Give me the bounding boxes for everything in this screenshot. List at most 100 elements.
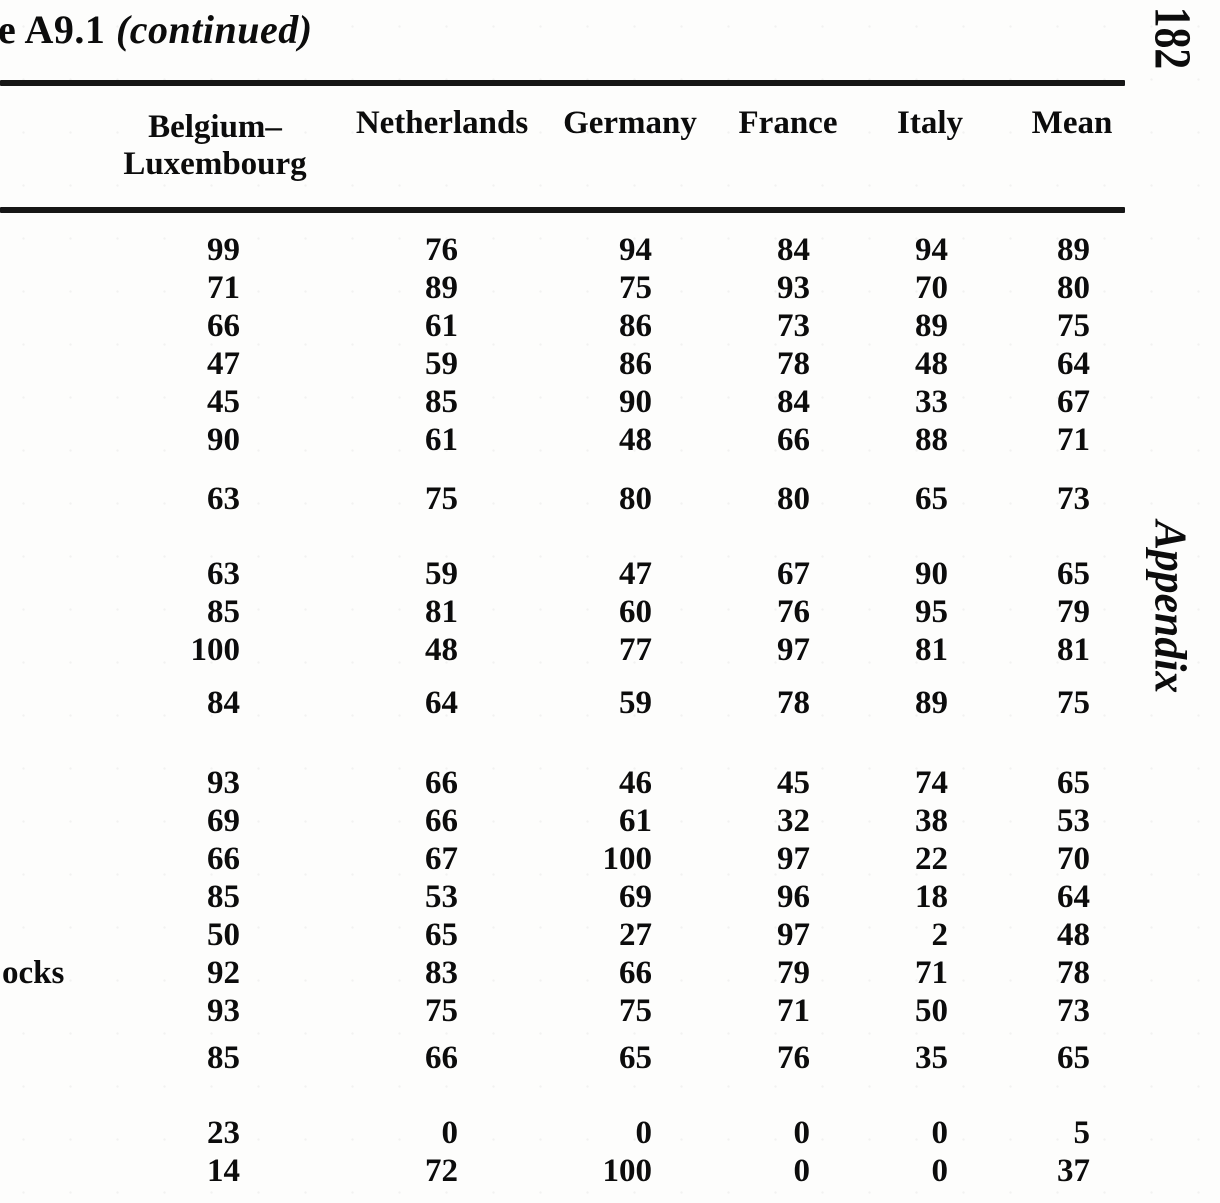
- table-cell: 97: [777, 917, 810, 953]
- table-cell: 61: [425, 422, 458, 458]
- table-cell: 89: [425, 270, 458, 306]
- table-row: 66 61 86 73 89 75: [0, 307, 1120, 345]
- table-cell: 88: [915, 422, 948, 458]
- table-cell: 90: [915, 556, 948, 592]
- table-row: 63 75 80 80 65 73: [0, 480, 1120, 518]
- table-cell: 48: [619, 422, 652, 458]
- table-cell: 64: [1057, 879, 1090, 915]
- table-cell: 67: [425, 841, 458, 877]
- table-cell: 97: [777, 841, 810, 877]
- table-cell: 75: [1057, 685, 1090, 721]
- table-cell: 71: [1057, 422, 1090, 458]
- table-cell: 70: [1057, 841, 1090, 877]
- table-cell: 69: [619, 879, 652, 915]
- table-cell: 66: [425, 1040, 458, 1076]
- table-row: 23 0 0 0 0 5: [0, 1114, 1120, 1152]
- row-group-block-2: 63 59 47 67 90 65 85 81 60 76 95 79 100 48 77 97 81 81: [0, 555, 1120, 669]
- table-cell: 81: [1057, 632, 1090, 668]
- table-cell: 2: [931, 917, 949, 953]
- table-cell: 86: [619, 346, 652, 382]
- page-title: e A9.1 (continued): [0, 6, 313, 53]
- table-cell: 45: [207, 384, 240, 420]
- row-label-fragment: ocks: [2, 955, 65, 991]
- table-cell: 95: [915, 594, 948, 630]
- table-cell: 50: [915, 993, 948, 1029]
- row-group-block-3: 93 66 46 45 74 65 69 66 61 32 38 53 66 67 100 97 22 70 85 5…: [0, 764, 1120, 1030]
- table-cell: 63: [207, 556, 240, 592]
- table-cell: 65: [619, 1040, 652, 1076]
- table-cell: 85: [207, 879, 240, 915]
- table-cell: 85: [207, 1040, 240, 1076]
- table-row: 93 75 75 71 50 73: [0, 992, 1120, 1030]
- table-cell: 46: [619, 765, 652, 801]
- table-cell: 92: [207, 955, 240, 991]
- table-cell: 75: [1057, 308, 1090, 344]
- table-cell: 53: [1057, 803, 1090, 839]
- table-cell: 84: [777, 384, 810, 420]
- table-cell: 65: [1057, 1040, 1090, 1076]
- table-cell: 73: [777, 308, 810, 344]
- table-cell: 0: [635, 1115, 653, 1151]
- table-cell: 85: [425, 384, 458, 420]
- table-row: 85 53 69 96 18 64: [0, 878, 1120, 916]
- table-cell: 38: [915, 803, 948, 839]
- row-group-block-2-summary: 84 64 59 78 89 75: [0, 684, 1120, 722]
- table-cell: 85: [207, 594, 240, 630]
- table-row: 100 48 77 97 81 81: [0, 631, 1120, 669]
- table-cell: 83: [425, 955, 458, 991]
- table-top-rule: [0, 80, 1125, 86]
- table-cell: 61: [619, 803, 652, 839]
- table-cell: 96: [777, 879, 810, 915]
- column-header-belgium-luxembourg: Belgium– Luxembourg: [123, 109, 306, 183]
- table-row: 93 66 46 45 74 65: [0, 764, 1120, 802]
- table-cell: 64: [1057, 346, 1090, 382]
- table-cell: 0: [931, 1115, 949, 1151]
- table-cell: 79: [1057, 594, 1090, 630]
- table-cell: 67: [1057, 384, 1090, 420]
- table-cell: 66: [207, 841, 240, 877]
- table-row: 71 89 75 93 70 80: [0, 269, 1120, 307]
- table-cell: 61: [425, 308, 458, 344]
- table-cell: 73: [1057, 993, 1090, 1029]
- table-cell: 72: [425, 1153, 458, 1189]
- table-cell: 90: [207, 422, 240, 458]
- table-cell: 63: [207, 481, 240, 517]
- column-header-france: France: [738, 105, 838, 141]
- table-cell: 74: [915, 765, 948, 801]
- table-cell: 66: [777, 422, 810, 458]
- table-cell: 14: [207, 1153, 240, 1189]
- table-cell: 80: [619, 481, 652, 517]
- table-row: 85 66 65 76 35 65: [0, 1039, 1120, 1077]
- table-cell: 97: [777, 632, 810, 668]
- table-cell: 84: [777, 232, 810, 268]
- column-header-line2: Luxembourg: [123, 146, 307, 182]
- table-cell: 99: [207, 232, 240, 268]
- appendix-running-head: Appendix: [1145, 520, 1197, 694]
- table-cell: 81: [425, 594, 458, 630]
- table-row: 63 59 47 67 90 65: [0, 555, 1120, 593]
- table-cell: 66: [425, 803, 458, 839]
- table-cell: 33: [915, 384, 948, 420]
- table-cell: 75: [425, 481, 458, 517]
- table-cell: 60: [619, 594, 652, 630]
- table-cell: 23: [207, 1115, 240, 1151]
- table-cell: 90: [619, 384, 652, 420]
- table-row: 99 76 94 84 94 89: [0, 231, 1120, 269]
- page-number: 182: [1143, 6, 1201, 70]
- table-cell: 66: [207, 308, 240, 344]
- table-cell: 64: [425, 685, 458, 721]
- table-cell: 78: [777, 346, 810, 382]
- table-cell: 5: [1073, 1115, 1091, 1151]
- table-cell: 0: [793, 1115, 811, 1151]
- table-cell: 93: [207, 765, 240, 801]
- table-cell: 50: [207, 917, 240, 953]
- column-header-italy: Italy: [897, 105, 963, 141]
- table-cell: 35: [915, 1040, 948, 1076]
- table-body: 99 76 94 84 94 89 71 89 75 93 70 80 66 61 86 73 89 75 47 59…: [0, 231, 1120, 1190]
- table-cell: 89: [1057, 232, 1090, 268]
- table-cell: 86: [619, 308, 652, 344]
- table-row: 69 66 61 32 38 53: [0, 802, 1120, 840]
- table-cell: 0: [931, 1153, 949, 1189]
- column-header-line1: Belgium–: [148, 109, 282, 145]
